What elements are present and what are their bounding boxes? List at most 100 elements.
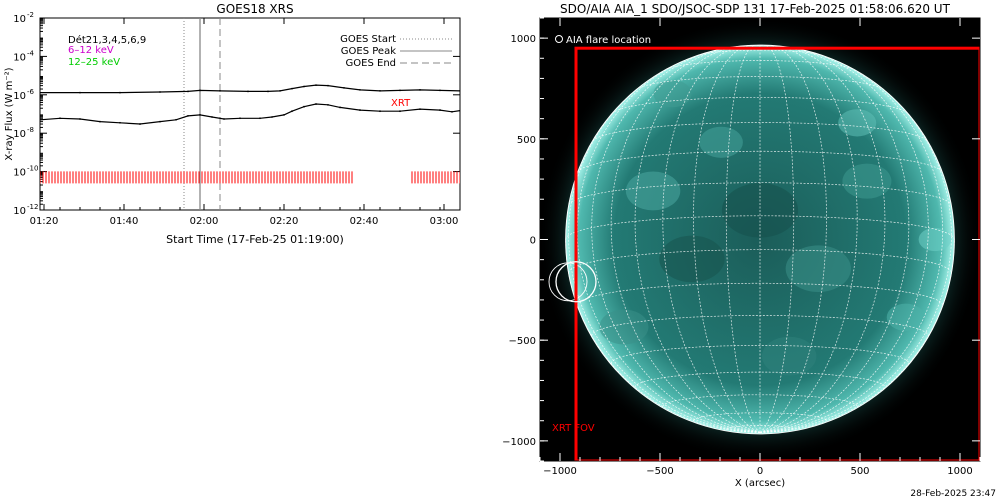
lc-xtick-label-1: 01:40 <box>110 216 139 227</box>
lc-series-point <box>379 110 381 113</box>
lc-series-point <box>175 118 177 121</box>
lc-series-point <box>315 84 317 87</box>
lc-series-point <box>283 113 285 116</box>
lc-series-point <box>219 89 221 92</box>
lc-series-point <box>187 90 189 93</box>
lc-ylabel: X-ray Flux (W m⁻²) <box>4 67 15 160</box>
lc-legend-goes-start: GOES Start <box>340 34 396 45</box>
lc-series-point <box>439 89 441 92</box>
disk-brightness-patch-5 <box>599 309 649 345</box>
flare-legend-label: AIA flare location <box>566 35 651 46</box>
disk-brightness-patch-11 <box>761 336 817 376</box>
lc-series-point <box>303 105 305 108</box>
lc-series-point <box>40 91 41 94</box>
xrt-coverage-interval-1 <box>411 171 460 184</box>
aia-image-panel: SDO/AIA AIA_1 SDO/JSOC-SDP 131 17-Feb-20… <box>502 2 981 489</box>
grid-latitude-line <box>577 150 943 173</box>
lc-series-point <box>199 89 201 92</box>
lc-series-line-0 <box>40 84 460 94</box>
lc-series-point <box>279 89 281 92</box>
lc-series-point <box>187 114 189 117</box>
grid-longitude-line <box>759 45 858 433</box>
disk-brightness-patch-10 <box>653 80 692 108</box>
lc-legend-goes-peak: GOES Peak <box>341 46 396 57</box>
grid-longitude-line <box>568 80 761 433</box>
lc-series-point <box>419 88 421 91</box>
disk-brightness-patch-8 <box>838 109 877 137</box>
lc-series-point <box>247 90 249 93</box>
lc-xlabel: Start Time (17-Feb-25 01:19:00) <box>166 233 344 246</box>
aia-xtick-label-4: 1000 <box>947 466 972 477</box>
lc-series-point <box>359 109 361 111</box>
lc-ytick-label-3: 10 <box>13 91 26 102</box>
grid-longitude-line <box>759 56 944 433</box>
lc-data-layer <box>40 18 460 210</box>
disk-brightness-patch-9 <box>918 227 952 252</box>
aia-xtick-label-0: −1000 <box>543 466 577 477</box>
lc-xtick-label-3: 02:20 <box>270 216 299 227</box>
disk-brightness-patch-3 <box>699 126 743 158</box>
lc-series-point <box>119 91 121 94</box>
disk-brightness-patch-7 <box>659 235 725 283</box>
lc-series-point <box>159 120 161 123</box>
lc-series-point <box>343 86 345 89</box>
lc-series-point <box>259 117 261 120</box>
flare-location-circle <box>555 261 597 303</box>
lc-annotation-xrt: XRT <box>391 98 411 109</box>
footer-timestamp: 28-Feb-2025 23:47 <box>910 489 996 499</box>
lc-series-point <box>199 113 201 116</box>
disk-brightness-patch-0 <box>625 171 681 211</box>
lc-series-point <box>439 109 441 111</box>
lc-xtick-label-2: 02:00 <box>190 216 219 227</box>
lc-legend-goes-end: GOES End <box>346 58 396 69</box>
lc-series-point <box>339 106 341 109</box>
goes-lightcurve-panel: GOES18 XRS 01:20 01:40 02:00 02:20 02:40 03:0… <box>4 2 461 246</box>
disk-brightness-patch-2 <box>785 245 851 292</box>
lc-series-point <box>327 84 329 87</box>
lc-ytick-label-1: 10 <box>13 168 26 179</box>
lc-ytick-exp-4: -4 <box>27 49 35 57</box>
lc-series-point <box>399 110 401 113</box>
lc-series-point <box>211 116 213 118</box>
grid-latitude-line <box>697 49 823 56</box>
flare-legend-symbol <box>555 35 563 43</box>
aia-ytick-label-4: 1000 <box>511 34 536 45</box>
lc-ytick-exp-1: -10 <box>27 165 38 173</box>
grid-longitude-line <box>576 56 761 433</box>
lc-series-point <box>359 88 361 91</box>
grid-longitude-line <box>662 45 761 433</box>
lc-series-point <box>327 103 329 106</box>
aia-ytick-label-3: 500 <box>517 135 536 146</box>
aia-axis-ticks: −1000 −500 0 500 1000 −1000 −500 0 500 1000 <box>502 17 981 477</box>
lc-series-point <box>267 90 269 93</box>
lc-ytick-exp-2: -8 <box>27 126 34 134</box>
grid-longitude-line <box>759 45 827 433</box>
lc-legend-left-0: Dét21,3,4,5,6,9 <box>68 34 146 46</box>
lc-series-point <box>40 118 41 121</box>
lc-ytick-label-5: 10 <box>13 14 26 25</box>
lc-series-line-1 <box>40 103 460 125</box>
lc-ytick-label-0: 10 <box>13 206 26 217</box>
lc-ytick-label-4: 10 <box>13 52 26 63</box>
xrt-fov-label: XRT FOV <box>552 423 595 434</box>
lc-series-point <box>291 87 293 90</box>
aia-ytick-label-1: −500 <box>509 336 536 347</box>
aia-ytick-label-2: 0 <box>530 236 536 247</box>
lc-legend-left-2: 12–25 keV <box>68 57 120 68</box>
aia-xtick-label-2: 0 <box>757 466 763 477</box>
grid-longitude-line <box>693 45 761 433</box>
lc-ytick-exp-0: -12 <box>27 203 38 211</box>
lc-xtick-label-0: 01:20 <box>30 216 59 227</box>
grid-longitude-line <box>759 47 910 433</box>
lc-ytick-label-2: 10 <box>13 129 26 140</box>
aia-ytick-label-0: −1000 <box>502 437 536 448</box>
lc-series-point <box>159 91 161 93</box>
grid-latitude-line <box>576 282 944 306</box>
lc-series-point <box>79 91 81 94</box>
lc-plot-frame <box>39 17 461 211</box>
aia-xlabel: X (arcsec) <box>735 478 785 489</box>
lc-series-point <box>79 118 81 120</box>
lc-series-point <box>271 116 273 118</box>
grid-longitude-line <box>634 46 761 433</box>
